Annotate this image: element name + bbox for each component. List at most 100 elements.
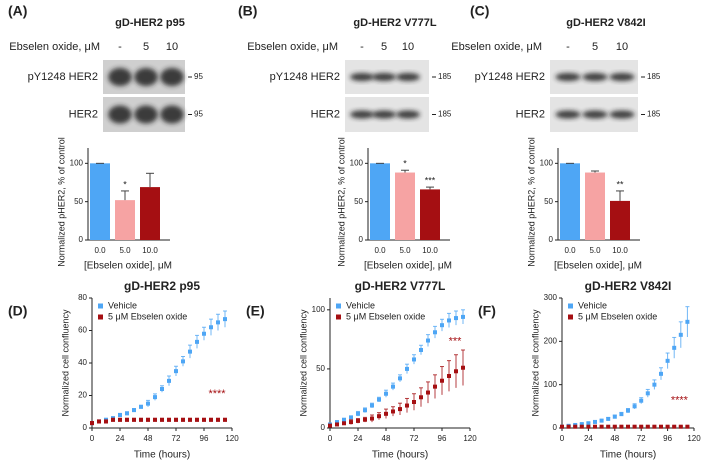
x-tick-label: 10.0 [612,246,628,255]
significance: * [123,179,127,189]
blot-band [372,73,396,81]
x-tick-label: 120 [687,434,701,443]
data-point [685,424,690,429]
data-point [593,419,597,424]
size-marker: 95 [194,110,203,119]
data-point [612,414,617,419]
panel-letter: (E) [246,303,265,319]
data-point [412,357,416,362]
legend-label: Vehicle [346,300,375,310]
blot-band [372,110,396,119]
x-tick-label: 96 [200,434,209,443]
data-point [391,409,395,414]
size-marker: 185 [438,72,452,81]
data-point [132,417,136,422]
x-tick-label: 24 [584,434,593,443]
data-point [209,325,213,330]
data-point [440,378,444,383]
data-point [405,366,409,371]
data-point [632,404,637,409]
data-point [356,418,360,423]
data-point [342,421,346,426]
y-tick-label: 0 [359,235,364,244]
data-point [593,424,597,429]
y-tick-label: 100 [70,158,84,167]
treatment-label: Ebselen oxide, μM [9,41,100,53]
chart-title: gD-HER2 V842I [585,279,672,293]
lane-label: - [360,41,364,53]
panel-letter: (F) [478,303,496,319]
data-point [560,424,564,429]
data-point [188,349,192,354]
data-point [335,420,339,425]
x-axis-label: Time (hours) [600,450,656,461]
significance: **** [671,395,689,407]
x-tick-label: 10.0 [422,246,438,255]
y-tick-label: 0 [321,423,326,432]
x-tick-label: 5.0 [119,246,131,255]
data-point [153,417,157,422]
x-tick-label: 96 [438,434,447,443]
lane-label: - [118,41,122,53]
x-tick-label: 48 [610,434,619,443]
x-tick-label: 0 [560,434,565,443]
data-point [412,400,416,404]
y-tick-label: 100 [540,158,554,167]
data-point [599,424,604,429]
x-tick-label: 72 [410,434,419,443]
row-label: pY1248 HER2 [28,71,98,83]
data-point [440,323,444,328]
size-marker: 185 [438,110,452,119]
data-point [174,417,178,422]
bar [610,200,630,240]
data-point [125,411,129,416]
data-point [659,371,663,376]
chart-title: gD-HER2 p95 [124,279,200,293]
x-tick-label: 24 [116,434,125,443]
data-point [118,413,122,417]
data-point [626,424,630,429]
blot-title: gD-HER2 V777L [353,17,436,29]
blot-band [609,73,635,81]
x-tick-label: 120 [463,434,477,443]
x-tick-label: 48 [382,434,391,443]
data-point [223,317,227,322]
x-axis-label: [Ebselen oxide], μM [364,261,452,272]
size-marker: 185 [647,72,661,81]
x-tick-label: 72 [637,434,646,443]
data-point [349,420,353,425]
data-point [685,319,690,324]
data-point [586,424,591,429]
data-point [363,417,367,422]
y-tick-label: 0 [553,423,558,432]
data-point [652,424,657,429]
treatment-label: Ebselen oxide, μM [451,41,542,53]
y-tick-label: 100 [350,158,364,167]
significance: **** [208,388,226,400]
data-point [447,318,451,323]
bar [560,163,580,240]
blot-band [160,105,184,124]
panel-letter: (D) [8,303,27,319]
data-point [125,417,129,422]
y-tick-label: 50 [316,364,325,373]
y-tick-label: 80 [78,293,87,302]
data-point [645,391,650,396]
significance: *** [425,175,436,185]
data-point [356,411,360,416]
y-axis-label: Normalized pHER2, % of control [56,137,66,267]
data-point [566,424,571,429]
data-point [599,418,604,423]
panel-letter: (C) [470,3,489,19]
data-point [195,339,199,344]
data-point [160,417,164,422]
data-point [652,382,657,387]
y-tick-label: 0 [83,423,88,432]
data-point [104,419,108,424]
y-axis-label: Normalized pHER2, % of control [526,137,536,267]
significance: *** [449,336,463,348]
bar [370,163,390,240]
blot-band [350,110,374,119]
x-axis-label: Time (hours) [372,450,428,461]
